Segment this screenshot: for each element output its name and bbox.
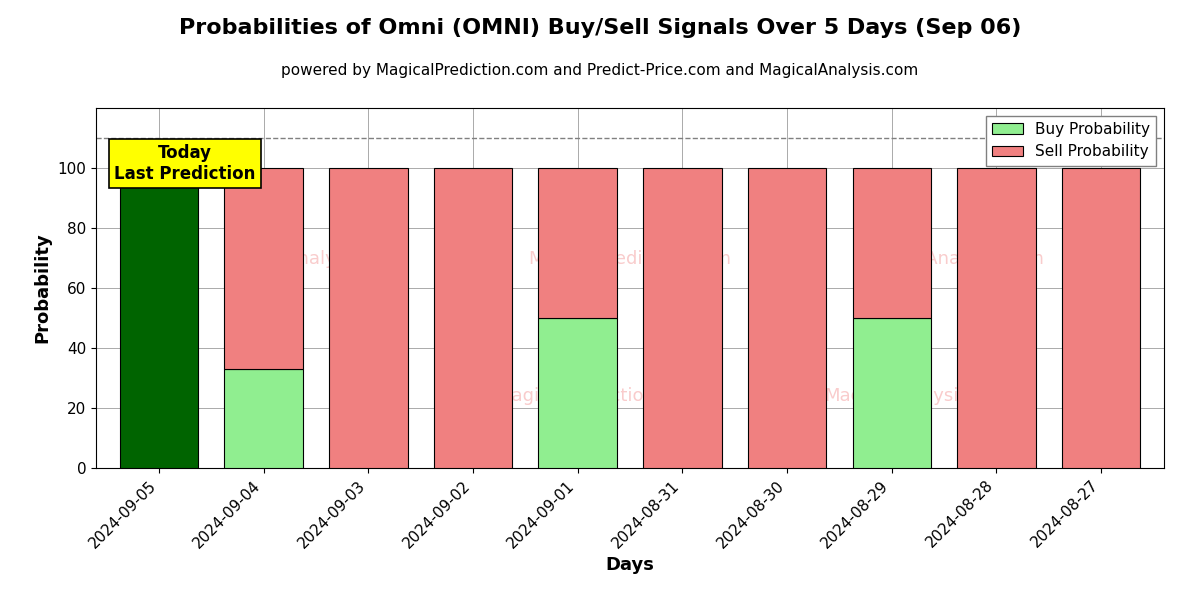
- Text: calA: calA: [258, 387, 296, 405]
- X-axis label: Days: Days: [606, 556, 654, 574]
- Bar: [539, 168, 617, 318]
- Legend: Buy Probability, Sell Probability: Buy Probability, Sell Probability: [986, 116, 1157, 166]
- Text: calAnalysis.com: calAnalysis.com: [258, 250, 403, 268]
- Text: powered by MagicalPrediction.com and Predict-Price.com and MagicalAnalysis.com: powered by MagicalPrediction.com and Pre…: [281, 63, 919, 78]
- Bar: [643, 168, 721, 468]
- Bar: [120, 168, 198, 468]
- Bar: [539, 318, 617, 468]
- Bar: [1062, 168, 1140, 468]
- Bar: [958, 168, 1036, 468]
- Bar: [433, 168, 512, 468]
- Bar: [852, 318, 931, 468]
- Text: Probabilities of Omni (OMNI) Buy/Sell Signals Over 5 Days (Sep 06): Probabilities of Omni (OMNI) Buy/Sell Si…: [179, 18, 1021, 38]
- Text: MagicalAnalysis.com: MagicalAnalysis.com: [824, 387, 1013, 405]
- Text: MagicalPrediction.com: MagicalPrediction.com: [528, 250, 732, 268]
- Bar: [852, 168, 931, 318]
- Text: MagicalAnalysis.com: MagicalAnalysis.com: [857, 250, 1044, 268]
- Bar: [329, 168, 408, 468]
- Bar: [224, 168, 302, 369]
- Text: MagicalPrediction.com: MagicalPrediction.com: [497, 387, 700, 405]
- Bar: [748, 168, 827, 468]
- Y-axis label: Probability: Probability: [34, 233, 52, 343]
- Bar: [224, 369, 302, 468]
- Text: Today
Last Prediction: Today Last Prediction: [114, 144, 256, 183]
